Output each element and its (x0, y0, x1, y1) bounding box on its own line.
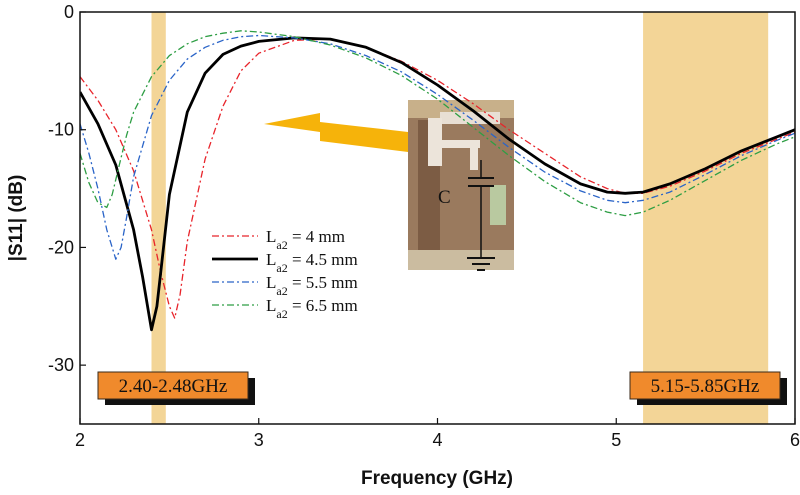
x-tick-label: 6 (790, 430, 800, 450)
frequency-bands (151, 12, 769, 424)
inset-capacitor-image: C (408, 100, 514, 271)
band-label-text-2: 5.15-5.85GHz (651, 376, 760, 397)
pointer-arrow (264, 113, 408, 152)
legend-label-2: La2 = 4.5 mm (266, 250, 358, 275)
inset-green-pad (490, 185, 506, 225)
y-tick-label: -10 (48, 120, 74, 140)
band-label-text-1: 2.40-2.48GHz (119, 376, 228, 397)
y-tick-label: 0 (64, 2, 74, 22)
inset-trace-mid (442, 140, 480, 148)
y-axis-title: |S11| (dB) (6, 175, 27, 262)
x-axis-title: Frequency (GHz) (361, 468, 513, 489)
x-tick-label: 3 (254, 430, 264, 450)
band-label-box-1 (97, 371, 249, 400)
series-line-4 (80, 30, 795, 217)
capacitor-label: C (438, 187, 451, 208)
y-axis-ticks: 0 -10 -20 -30 (48, 2, 86, 375)
band-labels: 2.40-2.48GHz 5.15-5.85GHz (97, 371, 787, 405)
inset-trace-left (428, 118, 442, 166)
x-tick-label: 4 (432, 430, 442, 450)
inset-trace-vert (470, 148, 478, 170)
legend-label-1: La2 = 4 mm (266, 227, 345, 252)
legend-label-4: La2 = 6.5 mm (266, 296, 358, 321)
legend-label-3: La2 = 5.5 mm (266, 273, 358, 298)
y-tick-label: -30 (48, 355, 74, 375)
inset-bottom-strip (408, 250, 514, 270)
x-axis-ticks: 2 3 4 5 6 (75, 418, 800, 450)
y-tick-label: -20 (48, 237, 74, 257)
x-tick-label: 5 (611, 430, 621, 450)
band-shade-2 (643, 12, 769, 424)
band-label-box-2 (629, 371, 781, 400)
x-tick-label: 2 (75, 430, 85, 450)
series-line-2 (80, 36, 795, 332)
series-layer (80, 30, 795, 332)
band-shade-1 (151, 12, 166, 424)
